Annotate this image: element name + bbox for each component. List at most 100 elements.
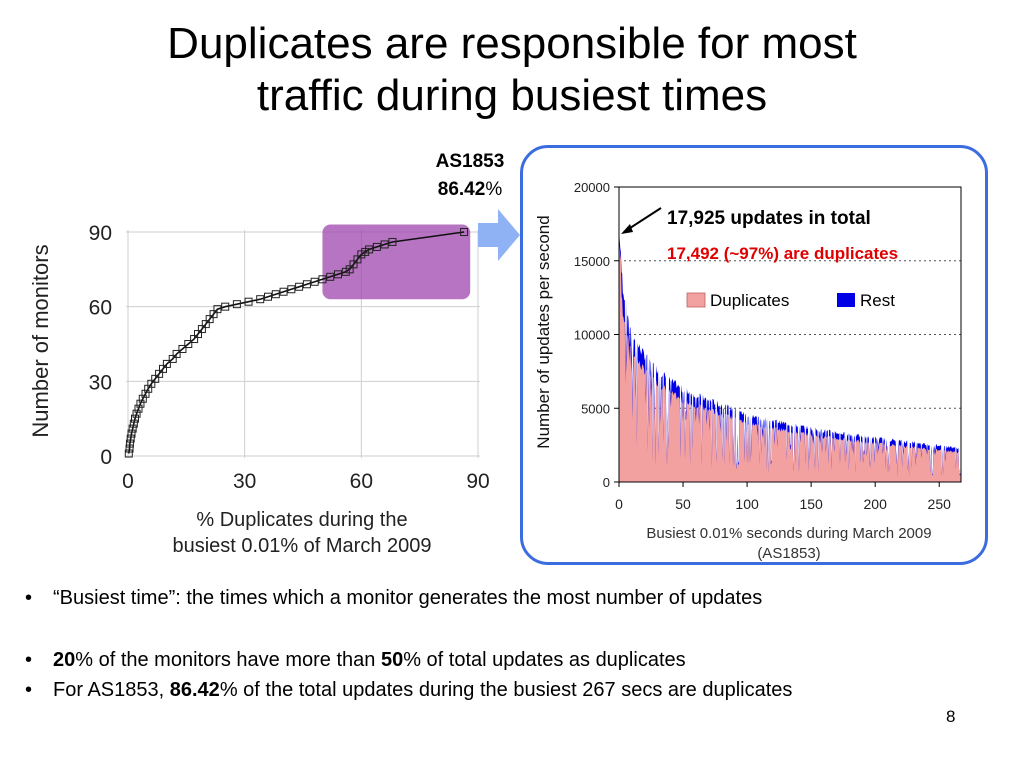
left-data-marker <box>178 344 187 353</box>
pointer-arrow-icon <box>478 209 520 261</box>
right-y-axis-label: Number of updates per second <box>534 215 553 448</box>
callout-as-name: AS1853 <box>435 151 505 172</box>
right-x-axis-label-line-2: (AS1853) <box>757 545 820 562</box>
slide-title-line-2: traffic during busiest times <box>256 71 768 120</box>
pointer-arrow-shape <box>478 209 520 261</box>
right-x-tick-label: 150 <box>799 496 823 512</box>
as1853-detail-panel <box>520 145 988 565</box>
left-data-marker <box>271 290 280 299</box>
bullet-2-text-1: % of the monitors have more than <box>75 649 381 671</box>
right-x-tick-label: 50 <box>675 496 691 512</box>
updates-per-second-chart: 0 5000 10000 15000 20000 0 50 100 150 200 250 Numb… <box>534 180 962 562</box>
bullet-2-bold-2: 50 <box>380 649 404 671</box>
left-y-tick-label: 30 <box>89 371 112 394</box>
left-data-marker <box>125 439 134 448</box>
left-data-marker <box>124 449 133 458</box>
left-data-marker <box>172 349 181 358</box>
left-x-tick-label: 30 <box>233 470 256 493</box>
right-x-tick-label: 200 <box>864 496 888 512</box>
left-data-marker <box>128 424 137 433</box>
left-data-marker <box>131 414 139 423</box>
total-annotation-arrowhead <box>621 224 633 234</box>
legend-rest-label: Rest <box>860 291 895 310</box>
bullet-3-bold: 86.42 <box>169 679 220 701</box>
left-y-tick-label: 0 <box>100 446 112 469</box>
left-data-marker <box>141 389 150 398</box>
left-x-axis-label-line-2: busiest 0.01% of March 2009 <box>172 535 431 557</box>
slide-title: Duplicates are responsible for most traf… <box>0 18 1024 122</box>
left-data-marker <box>256 295 265 304</box>
bullet-2-text-2: % of total updates as duplicates <box>403 649 686 671</box>
left-data-marker <box>232 300 241 309</box>
callout-percent-value: 86.42 <box>437 179 486 200</box>
annotation-total-updates: 17,925 updates in total <box>667 208 871 229</box>
right-y-tick-label: 20000 <box>574 180 610 195</box>
right-y-tick-label: 15000 <box>574 254 610 269</box>
right-chart-ticks: 0 5000 10000 15000 20000 0 50 100 150 200 250 <box>574 180 951 512</box>
bullet-busiest-time: “Busiest time”: the times which a monito… <box>20 583 1010 613</box>
left-data-marker <box>380 240 389 249</box>
left-x-tick-label: 0 <box>122 470 134 493</box>
left-data-marker <box>310 277 319 286</box>
bullet-2-bold-1: 20 <box>53 649 76 671</box>
left-data-marker <box>127 429 136 438</box>
callout-percent-sign: % <box>485 179 503 200</box>
legend-duplicates-label: Duplicates <box>710 291 789 310</box>
right-y-tick-label: 10000 <box>574 328 610 343</box>
bullet-spacer <box>20 613 1010 645</box>
left-data-marker <box>213 305 222 314</box>
left-chart-plot <box>124 228 469 458</box>
left-data-marker <box>318 275 327 284</box>
left-chart-ticks: 0 30 60 90 0 30 60 90 <box>89 222 490 493</box>
left-data-marker <box>136 399 145 408</box>
legend-rest-swatch <box>837 293 855 307</box>
left-data-marker <box>134 404 143 413</box>
bullet-as1853: For AS1853, 86.42% of the total updates … <box>20 675 1010 705</box>
bullet-3-text-2: % of the total updates during the busies… <box>219 679 793 701</box>
left-data-marker <box>279 287 288 296</box>
right-x-tick-label: 100 <box>735 496 759 512</box>
left-data-marker <box>326 272 335 281</box>
right-x-tick-label: 250 <box>928 496 952 512</box>
left-y-axis-label: Number of monitors <box>28 244 53 437</box>
left-data-marker <box>287 285 296 294</box>
monitors-cdf-chart: 0 30 60 90 0 30 60 90 Number of monitors % Dupl… <box>28 222 490 557</box>
left-data-marker <box>129 419 138 428</box>
left-x-tick-label: 60 <box>350 470 373 493</box>
left-data-marker <box>460 228 469 236</box>
as1853-highlight-box <box>322 224 471 300</box>
bullet-3-text-1: For AS1853, <box>53 679 170 701</box>
left-data-marker <box>138 394 147 403</box>
callout-percent: 86.42% <box>420 176 520 204</box>
left-data-marker <box>126 434 135 443</box>
bullet-list: “Busiest time”: the times which a monito… <box>20 583 1010 705</box>
duplicates-area <box>619 226 961 482</box>
right-x-tick-label: 0 <box>615 496 623 512</box>
left-data-marker <box>388 237 397 246</box>
left-data-marker <box>372 242 381 251</box>
left-data-marker <box>365 245 374 254</box>
right-y-tick-label: 0 <box>603 475 610 490</box>
right-chart-legend: Duplicates Rest <box>686 291 895 310</box>
left-x-tick-label: 90 <box>466 470 489 493</box>
left-x-axis-label-line-1: % Duplicates during the <box>196 509 407 531</box>
left-data-marker <box>162 359 171 368</box>
left-data-marker <box>184 340 193 348</box>
left-data-marker <box>244 297 253 306</box>
right-x-axis-label-line-1: Busiest 0.01% seconds during March 2009 <box>646 525 931 542</box>
page-number: 8 <box>946 707 956 726</box>
annotation-duplicates: 17,492 (~97%) are duplicates <box>667 244 898 263</box>
left-data-marker <box>125 444 134 453</box>
legend-duplicates-swatch <box>686 292 706 308</box>
left-data-marker <box>221 302 230 311</box>
bullet-monitors-duplicates: 20% of the monitors have more than 50% o… <box>20 645 1010 675</box>
bullet-1-text: “Busiest time”: the times which a monito… <box>53 587 763 609</box>
left-data-marker <box>302 280 311 289</box>
slide-title-line-1: Duplicates are responsible for most <box>167 19 857 68</box>
left-data-marker <box>264 292 272 301</box>
left-data-marker <box>132 409 141 418</box>
right-y-tick-label: 5000 <box>581 401 610 416</box>
left-y-tick-label: 60 <box>89 297 112 320</box>
left-y-tick-label: 90 <box>89 222 112 245</box>
left-data-marker <box>334 270 342 279</box>
